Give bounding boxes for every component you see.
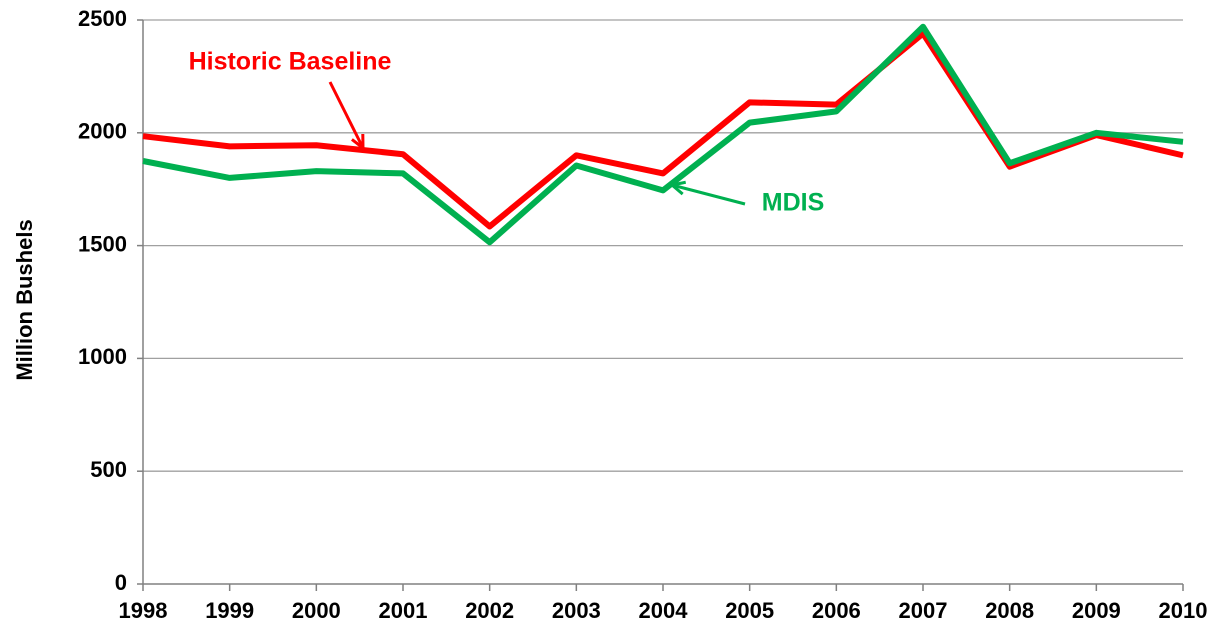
y-tick-label: 1000 <box>78 344 127 369</box>
y-tick-label: 1500 <box>78 231 127 256</box>
label-arrow <box>671 183 746 206</box>
y-axis-label: Million Bushels <box>12 219 37 380</box>
arrow-head <box>668 180 687 196</box>
y-tick-label: 0 <box>115 570 127 595</box>
x-tick-label: 1999 <box>205 598 254 623</box>
x-tick-label: 2003 <box>552 598 601 623</box>
y-tick-label: 2000 <box>78 119 127 144</box>
x-tick-label: 2008 <box>985 598 1034 623</box>
x-tick-label: 2000 <box>292 598 341 623</box>
series-label: Historic Baseline <box>189 48 392 76</box>
x-tick-label: 1998 <box>119 598 168 623</box>
x-tick-label: 2001 <box>379 598 428 623</box>
arrow-head <box>350 133 365 152</box>
series-line <box>142 23 1184 246</box>
label-arrow <box>328 81 365 149</box>
series-line <box>142 30 1184 230</box>
x-tick-label: 2006 <box>812 598 861 623</box>
y-tick-label: 500 <box>90 457 127 482</box>
x-tick-label: 2004 <box>639 598 689 623</box>
series-label: MDIS <box>762 189 825 217</box>
x-tick-label: 2010 <box>1159 598 1208 623</box>
y-tick-label: 2500 <box>78 6 127 31</box>
x-tick-label: 2005 <box>725 598 774 623</box>
x-tick-label: 2009 <box>1072 598 1121 623</box>
x-tick-label: 2007 <box>899 598 948 623</box>
x-tick-label: 2002 <box>465 598 514 623</box>
